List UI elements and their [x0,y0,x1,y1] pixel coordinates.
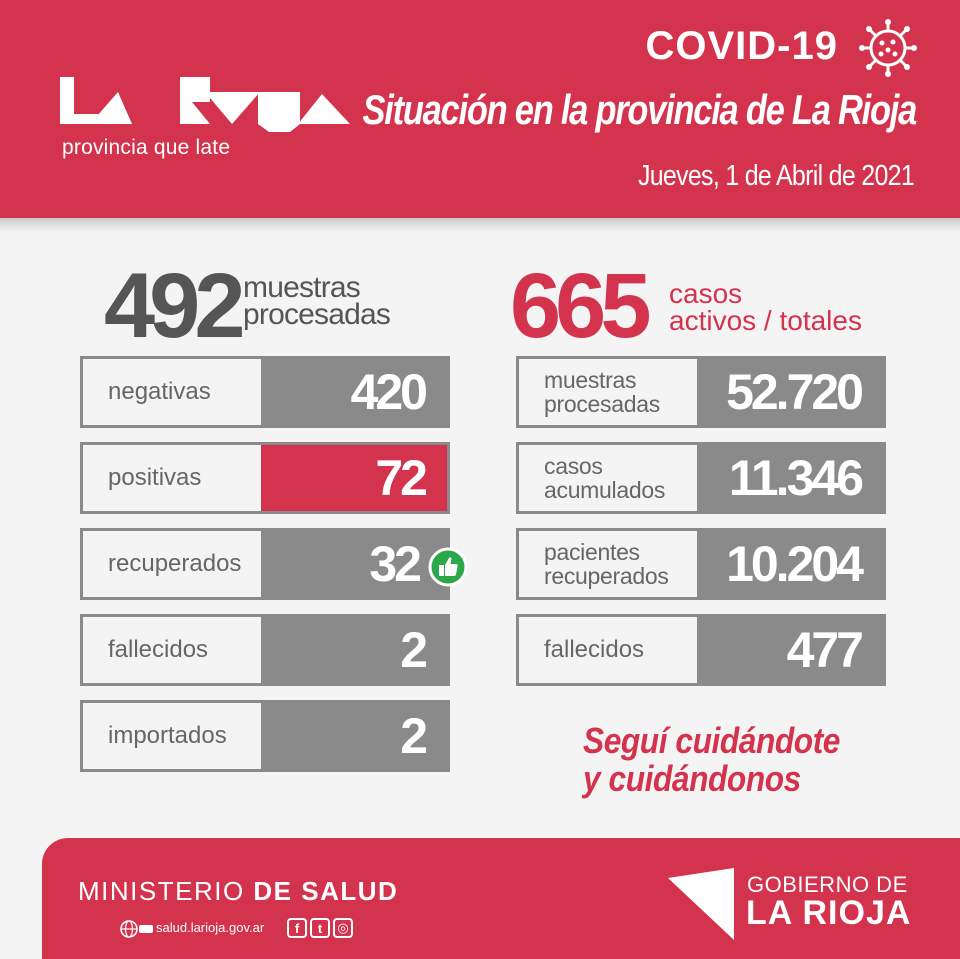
la-rioja-label: LA RIOJA [746,894,912,932]
stat-value: 11.346 [697,445,883,511]
covid-title: COVID-19 [645,24,838,68]
big-right-label-line1: casos [669,278,743,309]
stat-value: 10.204 [697,531,883,597]
stat-row-importados: importados 2 [80,700,450,772]
stat-value: 2 [261,617,447,683]
stat-label-line2: recuperados [544,563,669,589]
stat-label: negativas [108,378,211,405]
stat-label: fallecidos [108,636,209,663]
stat-value: 420 [261,359,447,425]
stat-value: 2 [261,703,447,769]
la-rioja-logo: provincia que late [60,72,360,162]
stat-label-line2: acumulados [544,477,666,503]
stat-row-fallecidos: fallecidos 2 [80,614,450,686]
muestras-procesadas-number: 492 [104,255,245,357]
facebook-icon[interactable]: f [287,918,307,938]
stat-row-negativas: negativas 420 [80,356,450,428]
stat-row-casos-acumulados: casos acumulados 11.346 [516,442,886,514]
stat-label: importados [108,722,227,749]
casos-activos-number: 665 [510,255,651,357]
casos-activos-label: casos activos / totales [669,278,862,336]
slogan-line2: y cuidándonos [583,758,801,799]
stat-row-positivas: positivas 72 [80,442,450,514]
stat-value: 72 [261,445,447,511]
logo-tagline: provincia que late [62,136,231,159]
report-date: Jueves, 1 de Abril de 2021 [637,160,915,192]
gobierno-de-label: GOBIERNO DE [747,872,908,897]
stat-label: positivas [108,464,202,491]
big-right-label-line2: activos / totales [669,305,862,336]
footer-banner: MINISTERIO DE SALUD salud.larioja.gov.ar… [42,838,960,959]
stat-label-line1: casos [544,453,603,479]
thumbs-up-icon [428,547,468,587]
stat-value: 52.720 [697,359,883,425]
website-link[interactable]: salud.larioja.gov.ar [156,920,265,935]
ministerio-light: MINISTERIO [78,876,245,906]
instagram-icon[interactable]: ◎ [333,918,353,938]
stat-label: fallecidos [544,636,645,663]
virus-icon [859,19,917,77]
stat-value: 477 [697,617,883,683]
header-shadow [0,218,960,232]
globe-icon [120,920,153,938]
stat-row-muestras-procesadas: muestras procesadas 52.720 [516,356,886,428]
stat-label-line1: pacientes [544,539,640,565]
social-icons: f t ◎ [287,918,353,938]
slogan-line1: Seguí cuidándote [583,720,840,761]
stat-label: muestras procesadas [544,359,660,425]
big-left-label-line2: procesadas [243,298,391,331]
gobierno-logo-shape [668,868,734,940]
stat-label-line1: muestras [544,367,637,393]
situacion-title: Situación en la provincia de La Rioja [362,86,917,133]
stat-row-fallecidos-totales: fallecidos 477 [516,614,886,686]
stat-row-recuperados: recuperados 32 [80,528,450,600]
stat-value: 32 [261,531,447,597]
header-banner: provincia que late COVID-19 Situación en… [0,0,960,218]
muestras-procesadas-label: muestras procesadas [243,271,391,331]
ministerio-bold: DE SALUD [253,876,399,906]
slogan: Seguí cuidándote y cuidándonos [583,722,840,798]
stat-row-pacientes-recuperados: pacientes recuperados 10.204 [516,528,886,600]
stat-label: casos acumulados [544,445,665,511]
stat-label: recuperados [108,550,242,577]
stat-label-line2: procesadas [544,391,660,417]
stat-label: pacientes recuperados [544,531,669,597]
big-left-label-line1: muestras [243,271,361,304]
twitter-icon[interactable]: t [310,918,330,938]
ministerio-title: MINISTERIO DE SALUD [78,876,398,907]
